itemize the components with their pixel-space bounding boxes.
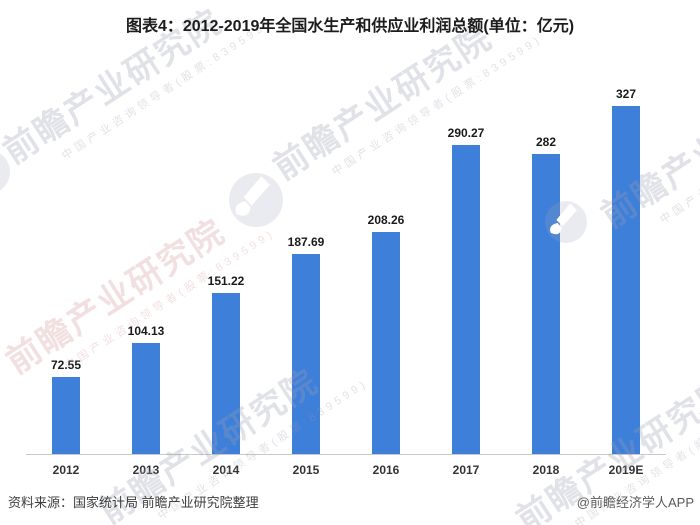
bar-value-label: 282 xyxy=(535,134,557,149)
bar-column-2017: 290.27 xyxy=(426,126,506,454)
plot-area: 72.55 104.13 151.22 187.69 208.26 290.27 282 32… xyxy=(26,85,666,455)
bar-value-label: 72.55 xyxy=(50,357,82,372)
x-tick-label-2013: 2013 xyxy=(132,463,160,477)
bar-2015 xyxy=(292,254,320,454)
bar-2017 xyxy=(452,145,480,454)
x-tick-label-2019E: 2019E xyxy=(608,463,644,477)
x-axis: 2012 2013 2014 2015 2016 2017 2018 2019E xyxy=(26,456,666,477)
chart-title: 图表4：2012-2019年全国水生产和供应业利润总额(单位：亿元) xyxy=(125,18,575,35)
x-tick-label-2018: 2018 xyxy=(532,463,560,477)
bar-column-2016: 208.26 xyxy=(346,213,426,454)
bar-2012 xyxy=(52,376,80,454)
x-tick-label-2016: 2016 xyxy=(372,463,400,477)
bar-value-label: 208.26 xyxy=(367,213,405,228)
bar-column-2019E: 327 xyxy=(586,87,666,454)
bar-column-2013: 104.13 xyxy=(106,324,186,454)
bar-column-2015: 187.69 xyxy=(266,235,346,454)
bar-value-label: 104.13 xyxy=(127,324,165,339)
bar-2014 xyxy=(212,293,240,454)
bar-2016 xyxy=(372,232,400,454)
watermark-brand-logo-icon xyxy=(0,153,10,191)
bar-value-label: 290.27 xyxy=(447,126,485,141)
bar-2013 xyxy=(132,343,160,454)
bar-value-label: 151.22 xyxy=(207,274,245,289)
bar-column-2012: 72.55 xyxy=(26,358,106,454)
bar-value-label: 187.69 xyxy=(287,235,325,250)
bar-column-2014: 151.22 xyxy=(186,274,266,454)
bar-column-2018: 282 xyxy=(506,135,586,454)
x-tick-label-2012: 2012 xyxy=(52,463,80,477)
x-tick-label-2015: 2015 xyxy=(292,463,320,477)
bar-value-label: 327 xyxy=(615,87,637,101)
bar-2019E xyxy=(612,106,640,454)
source-note: 资料来源：国家统计局 前瞻产业研究院整理 xyxy=(8,495,259,510)
bar-2018 xyxy=(532,153,560,454)
x-tick-label-2017: 2017 xyxy=(452,463,480,477)
credit-note: @前瞻经济学人APP xyxy=(576,495,694,510)
x-tick-label-2014: 2014 xyxy=(212,463,240,477)
